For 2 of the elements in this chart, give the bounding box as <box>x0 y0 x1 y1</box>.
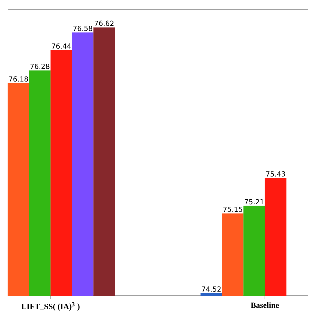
x-tick-label: LIFT_SS( (IA)$^{3}$ ) <box>22 302 80 312</box>
x-tick-label: Baseline <box>251 302 280 308</box>
